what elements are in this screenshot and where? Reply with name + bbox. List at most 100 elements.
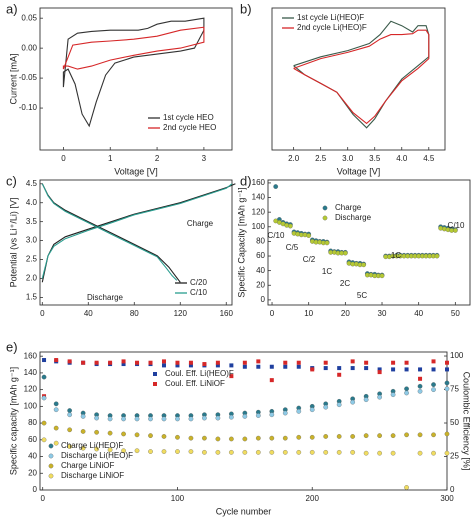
point bbox=[175, 363, 180, 368]
point bbox=[161, 363, 166, 368]
y-tick-label: 160 bbox=[252, 178, 266, 187]
legend-swatch bbox=[322, 205, 328, 211]
x-tick-label: 3.0 bbox=[342, 154, 354, 163]
point bbox=[288, 223, 293, 229]
x-tick-label: 3 bbox=[202, 154, 207, 163]
y-axis-label: Current [mA] bbox=[8, 53, 18, 104]
point bbox=[148, 433, 153, 438]
series-line bbox=[41, 183, 236, 283]
legend-swatch bbox=[153, 382, 157, 386]
series-line bbox=[293, 29, 430, 125]
x-tick-label: 0 bbox=[61, 154, 66, 163]
panel: c) 0 40 80 120 160 1.5 2.0 2.5 3.0 3.5 4.0 4.5 Potent… bbox=[6, 173, 236, 318]
x-axis-label: Cycle number bbox=[216, 506, 272, 516]
y-tick-label: 4.5 bbox=[26, 179, 38, 188]
point bbox=[80, 445, 86, 451]
point bbox=[41, 374, 47, 380]
point bbox=[175, 416, 180, 422]
point bbox=[363, 433, 369, 438]
point bbox=[364, 360, 369, 365]
point bbox=[343, 250, 348, 256]
x-tick-label: 300 bbox=[440, 494, 454, 503]
legend-swatch bbox=[48, 443, 54, 449]
legend-label: C/20 bbox=[190, 278, 207, 287]
point bbox=[242, 360, 247, 365]
point bbox=[121, 362, 126, 367]
x-axis-label: Voltage [V] bbox=[114, 166, 158, 176]
y-tick-label: 140 bbox=[252, 193, 266, 202]
point bbox=[323, 404, 329, 410]
series-line bbox=[293, 20, 430, 129]
point bbox=[215, 415, 221, 421]
point bbox=[148, 416, 153, 422]
legend-label: Coul. Eff. LiNiOF bbox=[165, 379, 225, 388]
point bbox=[53, 440, 59, 446]
point bbox=[229, 374, 234, 379]
x-tick-label: 2 bbox=[155, 154, 160, 163]
point bbox=[255, 413, 261, 418]
point bbox=[431, 450, 436, 456]
y-tick-label: 60 bbox=[28, 435, 37, 444]
point bbox=[269, 364, 274, 369]
point bbox=[41, 395, 47, 401]
point bbox=[107, 447, 113, 453]
point bbox=[310, 367, 315, 372]
point bbox=[324, 240, 330, 246]
point bbox=[445, 360, 449, 365]
point bbox=[431, 387, 436, 392]
y-tick-label: 2.0 bbox=[26, 274, 38, 283]
panel-label: a) bbox=[6, 1, 18, 16]
point bbox=[121, 359, 126, 364]
point bbox=[444, 380, 450, 386]
point bbox=[404, 360, 409, 365]
y-tick-label: 4.0 bbox=[26, 198, 38, 207]
point bbox=[80, 429, 86, 434]
y-tick-label: 100 bbox=[252, 222, 266, 231]
point bbox=[404, 390, 409, 396]
y-tick-label: 0 bbox=[33, 485, 38, 494]
plot-frame bbox=[271, 7, 446, 151]
y-tick-label: 0.00 bbox=[21, 43, 37, 52]
y-tick-label: 40 bbox=[28, 452, 37, 461]
annotation: Charge bbox=[187, 219, 214, 228]
y-tick-label: 0.05 bbox=[21, 13, 37, 22]
y-tick-label: 100 bbox=[24, 401, 38, 410]
point bbox=[417, 450, 423, 456]
point bbox=[188, 435, 194, 441]
y-tick-label: 2.5 bbox=[26, 255, 38, 264]
point bbox=[444, 431, 450, 437]
point bbox=[188, 449, 194, 454]
point bbox=[107, 430, 113, 436]
legend-label: 1st cycle Li(HEO)F bbox=[297, 13, 364, 22]
legend-swatch bbox=[48, 463, 54, 469]
x-tick-label: 3.5 bbox=[369, 154, 381, 163]
point bbox=[42, 358, 47, 363]
x-tick-label: 20 bbox=[341, 309, 350, 318]
point bbox=[134, 448, 140, 454]
point bbox=[404, 485, 409, 490]
point bbox=[337, 372, 342, 377]
point bbox=[175, 434, 180, 440]
point bbox=[121, 448, 126, 454]
point bbox=[434, 253, 440, 259]
point bbox=[67, 444, 72, 449]
annotation: 1C bbox=[322, 267, 332, 276]
point bbox=[94, 415, 99, 421]
point bbox=[67, 412, 72, 418]
panel: a) 0 1 2 3 -0.10 -0.05 0.00 0.05 Voltage [V] Curre… bbox=[6, 1, 233, 176]
y-tick-label: 20 bbox=[256, 280, 265, 289]
legend-swatch bbox=[322, 215, 328, 221]
y2-axis-label: Coulombic Efficiency [%] bbox=[462, 372, 472, 471]
point bbox=[282, 410, 288, 416]
annotation: C/10 bbox=[268, 231, 285, 240]
point bbox=[391, 360, 396, 365]
point bbox=[242, 414, 248, 419]
point bbox=[390, 433, 396, 438]
y-axis-label: Specific Capacity [mAh g⁻¹] bbox=[236, 187, 246, 297]
y-tick-label: 20 bbox=[28, 468, 37, 477]
series-line bbox=[62, 17, 205, 128]
y-tick-label: 160 bbox=[24, 351, 38, 360]
point bbox=[391, 367, 396, 372]
point bbox=[255, 450, 261, 455]
series-line bbox=[62, 26, 205, 70]
